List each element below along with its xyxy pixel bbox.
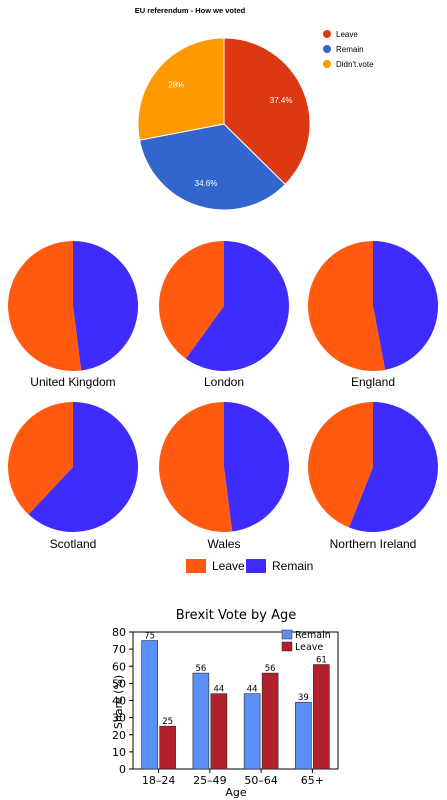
y-tick-label: 80 bbox=[112, 626, 126, 639]
bar-leave-65 bbox=[313, 664, 330, 770]
regional-pie-legend: Leave Remain bbox=[186, 559, 313, 573]
age-bar-chart: Brexit Vote by Age Age Share (%) 0 10 20 30… bbox=[112, 608, 339, 799]
y-tick-label: 60 bbox=[112, 660, 126, 673]
legend-swatch-leave bbox=[281, 641, 293, 652]
referendum-pie-legend: Leave Remain Didn't.vote bbox=[323, 30, 374, 69]
legend-label-leave: Leave bbox=[336, 30, 358, 39]
x-tick-label: 65+ bbox=[301, 774, 324, 787]
pie-slice-leave bbox=[8, 241, 82, 372]
pie-slice-leave bbox=[308, 241, 386, 371]
pie-label-london: London bbox=[204, 375, 244, 389]
pie-data-label-remain: 34.6% bbox=[195, 179, 218, 188]
legend-label-remain: Remain bbox=[272, 559, 313, 573]
pie-data-label-leave: 37.4% bbox=[270, 96, 293, 105]
pie-slice-leave bbox=[158, 241, 224, 359]
bar-value-label: 44 bbox=[213, 685, 224, 695]
bar-value-label: 75 bbox=[144, 632, 155, 642]
x-tick-label: 18–24 bbox=[142, 774, 176, 787]
bar-leave-18-24 bbox=[159, 725, 176, 770]
bar-value-label: 61 bbox=[316, 656, 327, 666]
bar-remain-18-24 bbox=[141, 640, 158, 770]
bar-chart-x-axis-label: Age bbox=[225, 786, 247, 799]
pie-slice-remain bbox=[28, 402, 138, 532]
legend-marker-didn-t-vote bbox=[323, 60, 331, 68]
legend-swatch-remain bbox=[281, 629, 293, 640]
pie-london: London bbox=[158, 241, 289, 389]
referendum-pie-chart: EU referendum - How we voted 37.4% 34.6% 2… bbox=[135, 6, 374, 211]
pie-wales: Wales bbox=[159, 402, 290, 551]
bar-chart-axes: 0 10 20 30 40 50 60 70 80 18–24 25–49 50–64 65+ bbox=[112, 626, 339, 787]
pie-label-england: England bbox=[351, 375, 395, 389]
pie-slice-remain bbox=[224, 402, 290, 532]
referendum-pie-title: EU referendum - How we voted bbox=[135, 6, 246, 15]
pie-scotland: Scotland bbox=[7, 402, 138, 551]
bar-remain-25-49 bbox=[192, 672, 210, 770]
bar-value-label: 25 bbox=[162, 717, 173, 727]
pie-northern-ireland: Northern Ireland bbox=[307, 402, 438, 551]
y-tick-label: 40 bbox=[112, 695, 126, 708]
bar-chart-bars: 75 25 56 44 44 56 39 61 bbox=[141, 632, 330, 770]
pie-slice-remain bbox=[138, 123, 286, 211]
pie-england: England bbox=[308, 241, 439, 389]
y-tick-label: 30 bbox=[112, 712, 126, 725]
legend-swatch-leave bbox=[186, 559, 206, 573]
pie-united-kingdom: United Kingdom bbox=[8, 241, 139, 389]
pie-slice-remain bbox=[349, 402, 438, 532]
x-tick-label: 25–49 bbox=[193, 774, 227, 787]
pie-slice-remain bbox=[185, 241, 289, 371]
bar-value-label: 39 bbox=[298, 693, 309, 703]
pie-slice-didn-t-vote bbox=[137, 37, 225, 141]
pie-slice-leave bbox=[159, 402, 233, 532]
legend-marker-leave bbox=[323, 30, 331, 38]
bar-leave-50-64 bbox=[261, 672, 279, 770]
bar-chart-y-axis-label: Share (%) bbox=[112, 675, 125, 729]
bar-remain-65 bbox=[295, 701, 312, 770]
referendum-pie-slices bbox=[137, 37, 311, 211]
legend-swatch-remain bbox=[246, 559, 266, 573]
bar-leave-25-49 bbox=[210, 693, 228, 770]
pie-slice-remain bbox=[373, 241, 439, 370]
x-tick-label: 50–64 bbox=[244, 774, 278, 787]
y-tick-label: 20 bbox=[112, 729, 126, 742]
y-tick-label: 10 bbox=[112, 746, 126, 759]
pie-slice-remain bbox=[73, 241, 139, 371]
legend-label-leave: Leave bbox=[212, 559, 245, 573]
pie-slice-leave bbox=[307, 402, 373, 528]
pie-label-wales: Wales bbox=[208, 537, 241, 551]
pie-slice-leave bbox=[7, 402, 74, 515]
legend-label-didn-t-vote: Didn't.vote bbox=[336, 60, 374, 69]
legend-marker-remain bbox=[323, 45, 331, 53]
bar-value-label: 56 bbox=[265, 664, 276, 674]
regional-pie-grid: United Kingdom London England Scotland Wales… bbox=[7, 241, 439, 551]
legend-label-remain: Remain bbox=[336, 45, 364, 54]
legend-label-leave: Leave bbox=[295, 642, 323, 653]
y-tick-label: 70 bbox=[112, 643, 126, 656]
pie-slice-leave bbox=[223, 37, 311, 186]
y-tick-label: 50 bbox=[112, 677, 126, 690]
bar-remain-50-64 bbox=[243, 693, 261, 770]
legend-label-remain: Remain bbox=[295, 630, 331, 641]
pie-data-label-didn-t-vote: 28% bbox=[168, 81, 184, 90]
y-tick-label: 0 bbox=[119, 763, 126, 776]
regional-pies: United Kingdom London England Scotland Wales… bbox=[7, 241, 439, 573]
pie-label-northern-ireland: Northern Ireland bbox=[330, 537, 417, 551]
pie-label-scotland: Scotland bbox=[50, 537, 97, 551]
bar-value-label: 56 bbox=[195, 664, 206, 674]
bar-chart-title: Brexit Vote by Age bbox=[176, 608, 297, 623]
bar-value-label: 44 bbox=[247, 685, 258, 695]
pie-label-united-kingdom: United Kingdom bbox=[30, 375, 115, 389]
referendum-pie-data-labels: 37.4% 34.6% 28% bbox=[168, 81, 292, 189]
